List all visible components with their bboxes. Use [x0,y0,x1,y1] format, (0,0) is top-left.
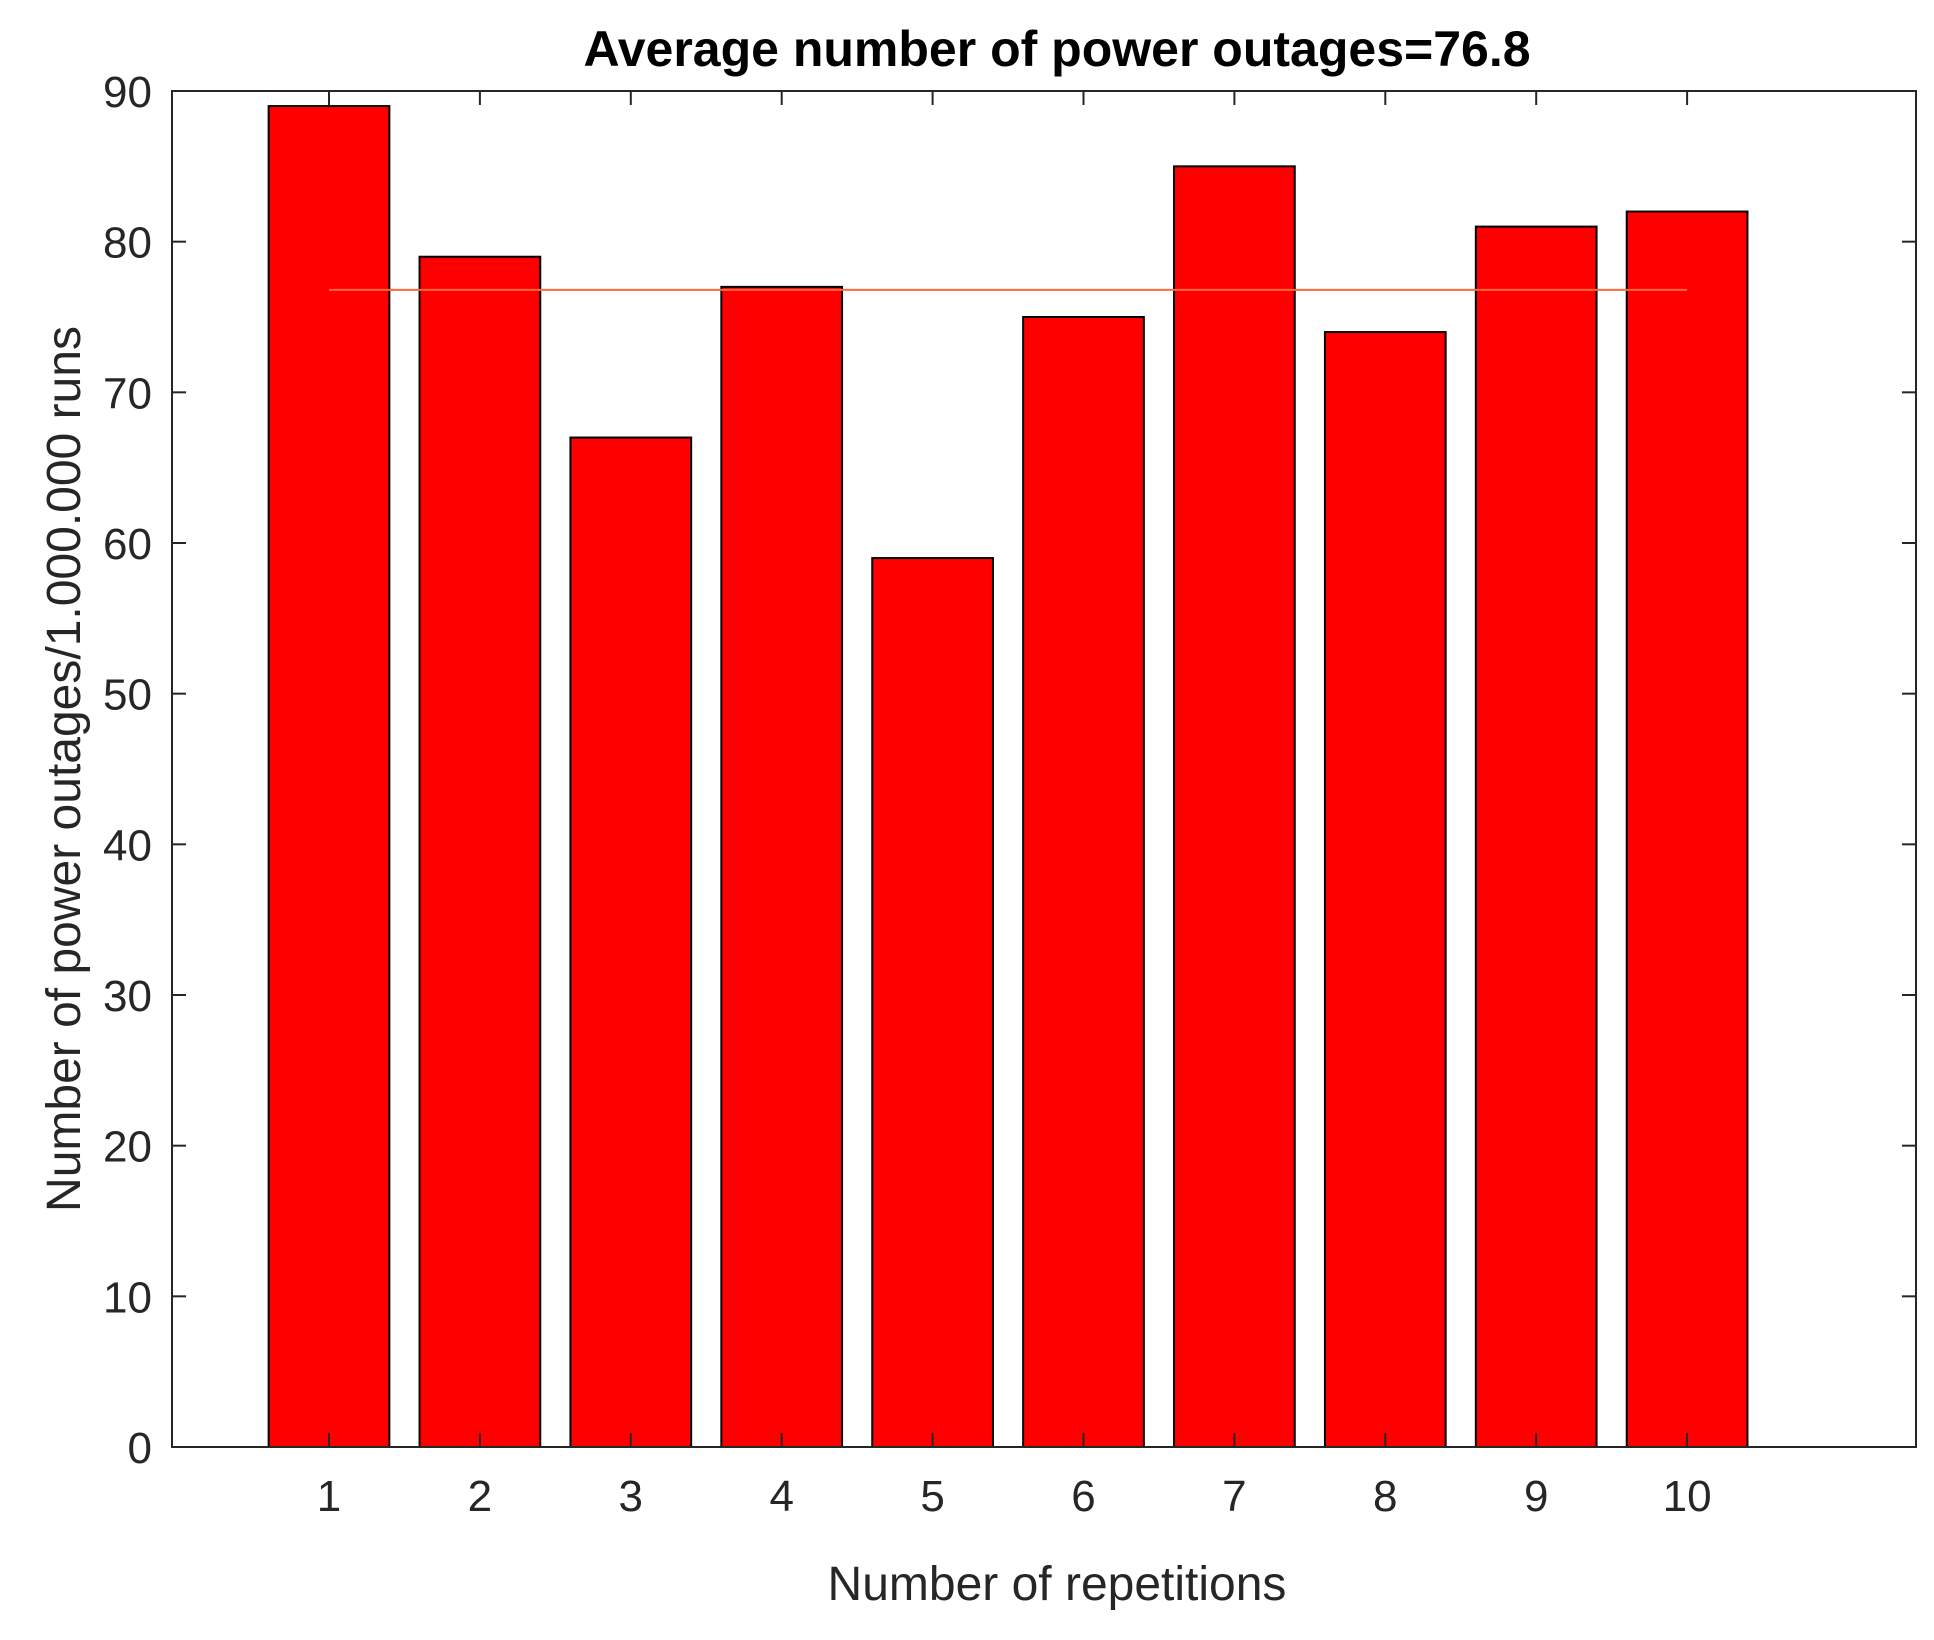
chart-title: Average number of power outages=76.8 [583,21,1530,77]
y-tick-label: 50 [103,671,152,720]
x-tick-label: 2 [468,1472,492,1521]
y-tick-label: 80 [103,219,152,268]
x-tick-label: 9 [1524,1472,1548,1521]
bar-5 [871,557,994,1448]
x-tick-label: 3 [619,1472,643,1521]
x-tick-label: 5 [920,1472,944,1521]
x-tick-label: 8 [1373,1472,1397,1521]
bar-10 [1625,210,1749,1449]
x-axis-label: Number of repetitions [828,1558,1287,1611]
bar-3 [569,436,693,1448]
y-tick-label: 20 [103,1123,152,1172]
x-tick-label: 4 [769,1472,793,1521]
y-tick-label: 90 [103,68,152,117]
y-tick-label: 30 [103,972,152,1021]
bar-6 [1022,316,1145,1448]
y-axis-label: Number of power outages/1.000.000 runs [38,326,91,1212]
bars-group [267,105,1749,1449]
bar-7 [1173,165,1296,1448]
bar-9 [1474,225,1598,1449]
x-tick-label: 1 [317,1472,341,1521]
x-tick-label: 7 [1222,1472,1246,1521]
y-tick-label: 10 [103,1273,152,1322]
bar-1 [267,105,391,1449]
ticks-group: 1 2 3 4 5 6 7 8 9 10 0 10 20 30 40 50 60 70 80 90 [103,68,1916,1521]
bar-8 [1323,331,1447,1449]
axes-box [171,90,1917,1448]
bar-4 [720,285,844,1448]
y-tick-label: 70 [103,369,152,418]
y-tick-label: 60 [103,520,152,569]
y-tick-label: 0 [128,1424,152,1473]
y-tick-label: 40 [103,821,152,870]
x-tick-label: 10 [1663,1472,1712,1521]
bar-2 [418,255,542,1449]
x-tick-label: 6 [1071,1472,1095,1521]
